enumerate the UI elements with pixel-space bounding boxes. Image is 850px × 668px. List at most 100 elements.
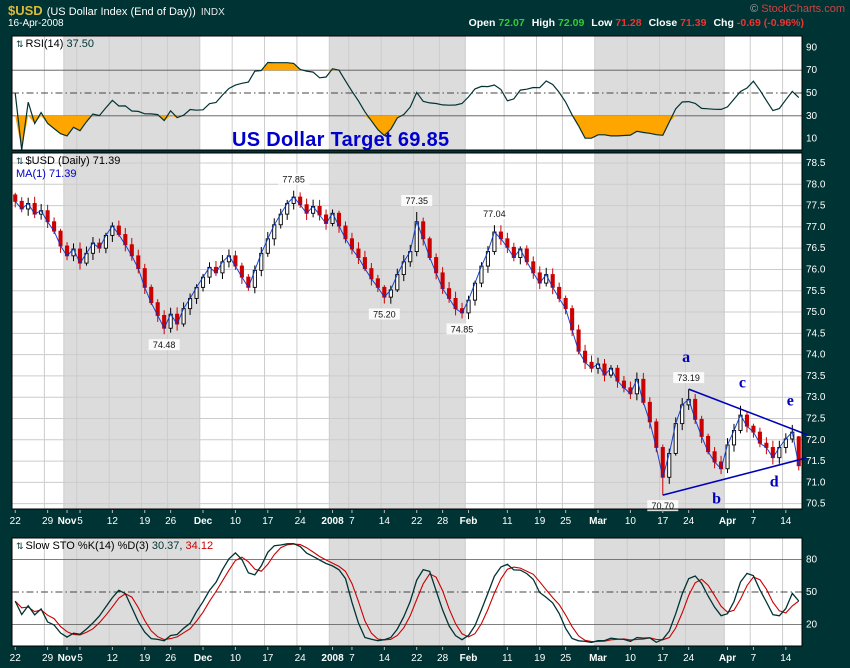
quote-summary: Open 72.07 High 72.09 Low 71.28 Close 71.39 Chg -…	[462, 17, 804, 29]
svg-text:10: 10	[806, 134, 818, 145]
svg-text:76.0: 76.0	[806, 264, 826, 275]
rsi-panel-label: ⇅ RSI(14) 37.50	[16, 38, 94, 50]
svg-text:77.35: 77.35	[405, 196, 428, 206]
svg-text:19: 19	[139, 516, 151, 527]
svg-text:22: 22	[10, 516, 22, 527]
svg-text:Dec: Dec	[194, 516, 213, 527]
ma-value: 71.39	[49, 168, 77, 180]
svg-text:14: 14	[379, 653, 391, 664]
sto-panel-label: ⇅ Slow STO %K(14) %D(3) 30.37, 34.12	[16, 540, 213, 552]
high-value: 72.09	[558, 17, 585, 29]
svg-text:d: d	[770, 474, 779, 491]
svg-text:17: 17	[657, 653, 669, 664]
svg-text:77.04: 77.04	[483, 209, 506, 219]
chart-header: $USD (US Dollar Index (End of Day)) INDX ©…	[0, 0, 850, 32]
price-panel: 74.48 77.85 75.20 77.35 74.85 77.04 70.70 73.19…	[11, 152, 826, 512]
svg-text:12: 12	[107, 516, 119, 527]
svg-text:Feb: Feb	[460, 653, 478, 664]
svg-text:75.5: 75.5	[806, 286, 826, 297]
svg-text:5: 5	[77, 516, 83, 527]
sto-panel: 80 50 20	[11, 537, 818, 647]
svg-text:b: b	[712, 491, 721, 508]
sto-d-value: 34.12	[185, 540, 214, 552]
svg-text:10: 10	[625, 516, 637, 527]
svg-text:2008: 2008	[321, 516, 344, 527]
svg-text:14: 14	[379, 516, 391, 527]
svg-text:Mar: Mar	[589, 653, 607, 664]
panel-collapse-icon[interactable]: ⇅	[16, 541, 24, 551]
svg-text:72.5: 72.5	[806, 414, 826, 425]
svg-text:a: a	[682, 349, 690, 366]
svg-text:90: 90	[806, 42, 818, 53]
source-credit-link[interactable]: © StockCharts.com	[750, 3, 845, 15]
svg-text:Nov: Nov	[58, 653, 77, 664]
sto-k-value: 30.37,	[151, 540, 183, 552]
svg-text:73.5: 73.5	[806, 371, 826, 382]
svg-text:70: 70	[806, 65, 818, 76]
close-label: Close	[648, 17, 678, 29]
low-label: Low	[591, 17, 613, 29]
svg-text:24: 24	[683, 653, 695, 664]
svg-text:10: 10	[625, 653, 637, 664]
svg-text:22: 22	[411, 653, 423, 664]
svg-text:17: 17	[262, 516, 274, 527]
rsi-indicator-name: RSI(14)	[25, 38, 64, 50]
svg-text:19: 19	[534, 516, 546, 527]
svg-text:73.19: 73.19	[677, 373, 700, 383]
svg-text:2008: 2008	[321, 653, 344, 664]
open-label: Open	[468, 17, 496, 29]
svg-text:74.85: 74.85	[451, 324, 474, 334]
svg-text:24: 24	[295, 516, 307, 527]
price-target-annotation: US Dollar Target 69.85	[232, 129, 450, 151]
close-value: 71.39	[680, 17, 707, 29]
svg-text:7: 7	[751, 516, 757, 527]
svg-text:17: 17	[262, 653, 274, 664]
svg-text:28: 28	[437, 516, 449, 527]
price-series-value: 71.39	[92, 155, 121, 167]
svg-text:29: 29	[42, 516, 54, 527]
svg-text:19: 19	[139, 653, 151, 664]
rsi-indicator-value: 37.50	[66, 38, 95, 50]
svg-text:Mar: Mar	[589, 516, 607, 527]
svg-text:Apr: Apr	[719, 516, 736, 527]
ticker-exchange: INDX	[200, 7, 225, 18]
ticker-name: (US Dollar Index (End of Day))	[46, 6, 196, 18]
svg-text:5: 5	[77, 653, 83, 664]
svg-text:78.5: 78.5	[806, 158, 826, 169]
svg-text:17: 17	[657, 516, 669, 527]
rsi-panel: 90 70 50 30 10	[11, 35, 818, 151]
svg-text:70.5: 70.5	[806, 499, 826, 510]
sto-indicator-name: Slow STO %K(14) %D(3)	[25, 540, 149, 552]
svg-text:80: 80	[806, 555, 818, 566]
svg-text:Feb: Feb	[460, 516, 478, 527]
svg-text:50: 50	[806, 587, 818, 598]
panel-collapse-icon[interactable]: ⇅	[16, 39, 24, 49]
svg-text:30: 30	[806, 111, 818, 122]
svg-text:7: 7	[349, 516, 355, 527]
svg-text:20: 20	[806, 619, 818, 630]
svg-text:74.5: 74.5	[806, 328, 826, 339]
svg-text:7: 7	[349, 653, 355, 664]
svg-text:71.0: 71.0	[806, 477, 826, 488]
high-label: High	[531, 17, 556, 29]
ticker-symbol: $USD	[8, 3, 43, 18]
source-name: StockCharts.com	[761, 3, 845, 15]
svg-text:22: 22	[10, 653, 22, 664]
panel-collapse-icon[interactable]: ⇅	[16, 156, 24, 166]
svg-text:24: 24	[295, 653, 307, 664]
svg-text:26: 26	[165, 653, 177, 664]
svg-text:Apr: Apr	[719, 653, 736, 664]
svg-text:74.0: 74.0	[806, 350, 826, 361]
svg-text:71.5: 71.5	[806, 456, 826, 467]
x-axis-bottom: 22 29 Nov 5 12 19 26 Dec 10 17 24 2008 7 14 22 28 Feb 11 1…	[10, 647, 792, 664]
chg-label: Chg	[713, 17, 734, 29]
svg-text:76.5: 76.5	[806, 243, 826, 254]
chart-date: 16-Apr-2008	[8, 18, 64, 29]
svg-text:11: 11	[502, 516, 513, 527]
svg-text:11: 11	[502, 653, 513, 664]
svg-text:e: e	[787, 393, 794, 410]
svg-text:12: 12	[107, 653, 119, 664]
svg-text:50: 50	[806, 88, 818, 99]
